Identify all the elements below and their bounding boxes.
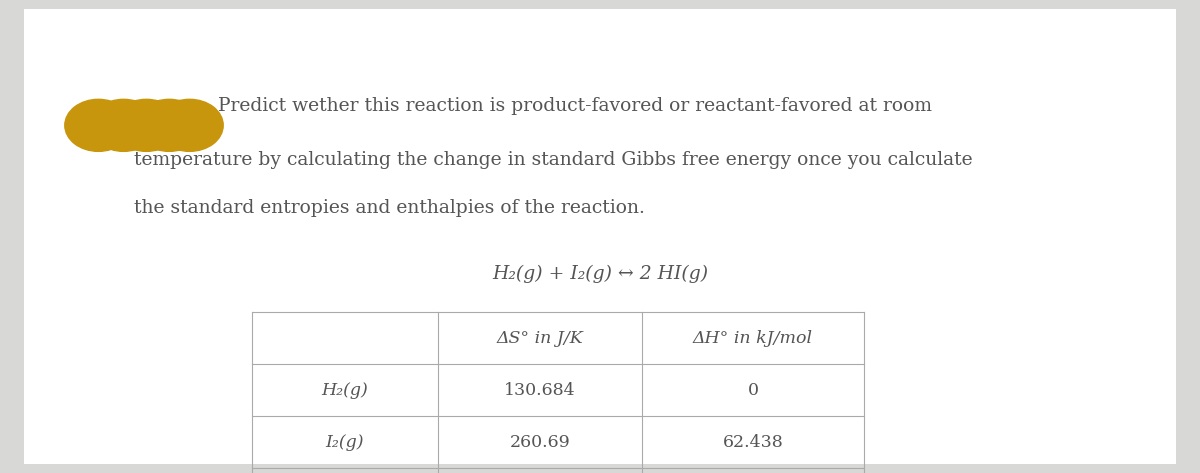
Text: 260.69: 260.69 — [510, 434, 570, 451]
Ellipse shape — [113, 99, 180, 151]
Text: ΔS° in J/K: ΔS° in J/K — [497, 330, 583, 347]
Text: I₂(g): I₂(g) — [325, 434, 365, 451]
Text: Predict wether this reaction is product-favored or reactant-favored at room: Predict wether this reaction is product-… — [218, 97, 932, 115]
Ellipse shape — [65, 99, 132, 151]
Text: H₂(g) + I₂(g) ↔ 2 HI(g): H₂(g) + I₂(g) ↔ 2 HI(g) — [492, 265, 708, 283]
Text: the standard entropies and enthalpies of the reaction.: the standard entropies and enthalpies of… — [134, 199, 646, 217]
Text: temperature by calculating the change in standard Gibbs free energy once you cal: temperature by calculating the change in… — [134, 151, 973, 169]
Text: H₂(g): H₂(g) — [322, 382, 368, 399]
Text: 130.684: 130.684 — [504, 382, 576, 399]
Text: 0: 0 — [748, 382, 758, 399]
Ellipse shape — [136, 99, 203, 151]
Text: ΔH° in kJ/mol: ΔH° in kJ/mol — [692, 330, 814, 347]
Ellipse shape — [90, 99, 157, 151]
Text: 62.438: 62.438 — [722, 434, 784, 451]
Ellipse shape — [156, 99, 223, 151]
